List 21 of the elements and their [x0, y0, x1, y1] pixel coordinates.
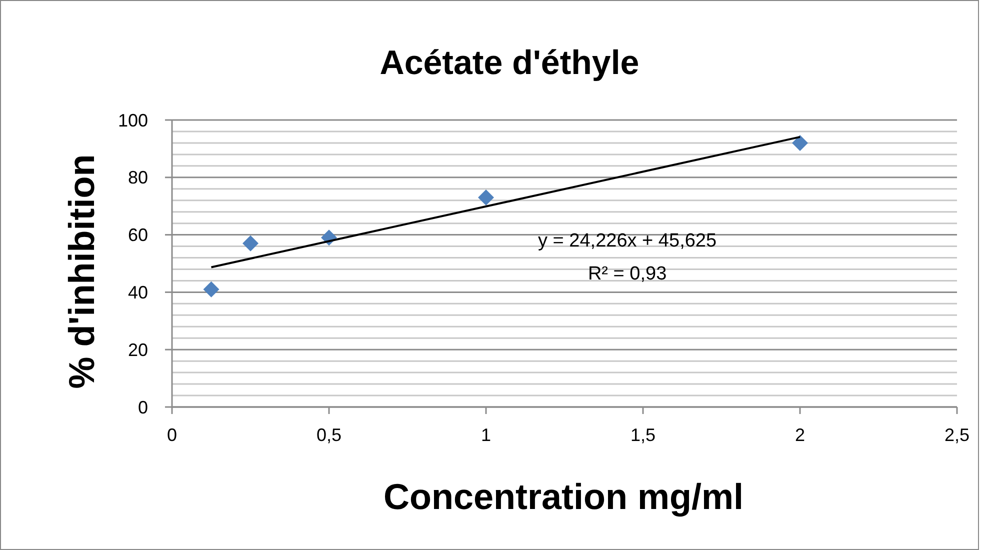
x-tick-label: 0,5	[316, 425, 342, 445]
point	[242, 235, 258, 252]
x-axis-title: Concentration mg/ml	[383, 476, 744, 517]
annotation: y = 24,226x + 45,625	[538, 230, 717, 252]
point	[478, 189, 494, 206]
x-tick-label: 2	[794, 425, 806, 445]
y-tick-label: 20	[128, 340, 148, 360]
annotation: R² = 0,93	[588, 263, 667, 284]
y-tick-label: 0	[138, 397, 148, 418]
x-tick-label: 1,5	[630, 425, 656, 445]
y-tick-label: 40	[128, 282, 148, 302]
y-tick-label: 100	[118, 110, 148, 130]
y-tick-label: 80	[128, 168, 148, 188]
chart-title: Acétate d'éthyle	[380, 44, 640, 82]
point	[203, 281, 220, 298]
x-tick-label: 0	[166, 425, 178, 445]
x-tick-label: 1	[480, 425, 492, 445]
y-axis-title: % d'inhibition	[61, 154, 102, 389]
y-tick-label: 60	[128, 225, 148, 246]
point	[792, 134, 808, 151]
x-tick-label: 2,5	[944, 425, 970, 445]
